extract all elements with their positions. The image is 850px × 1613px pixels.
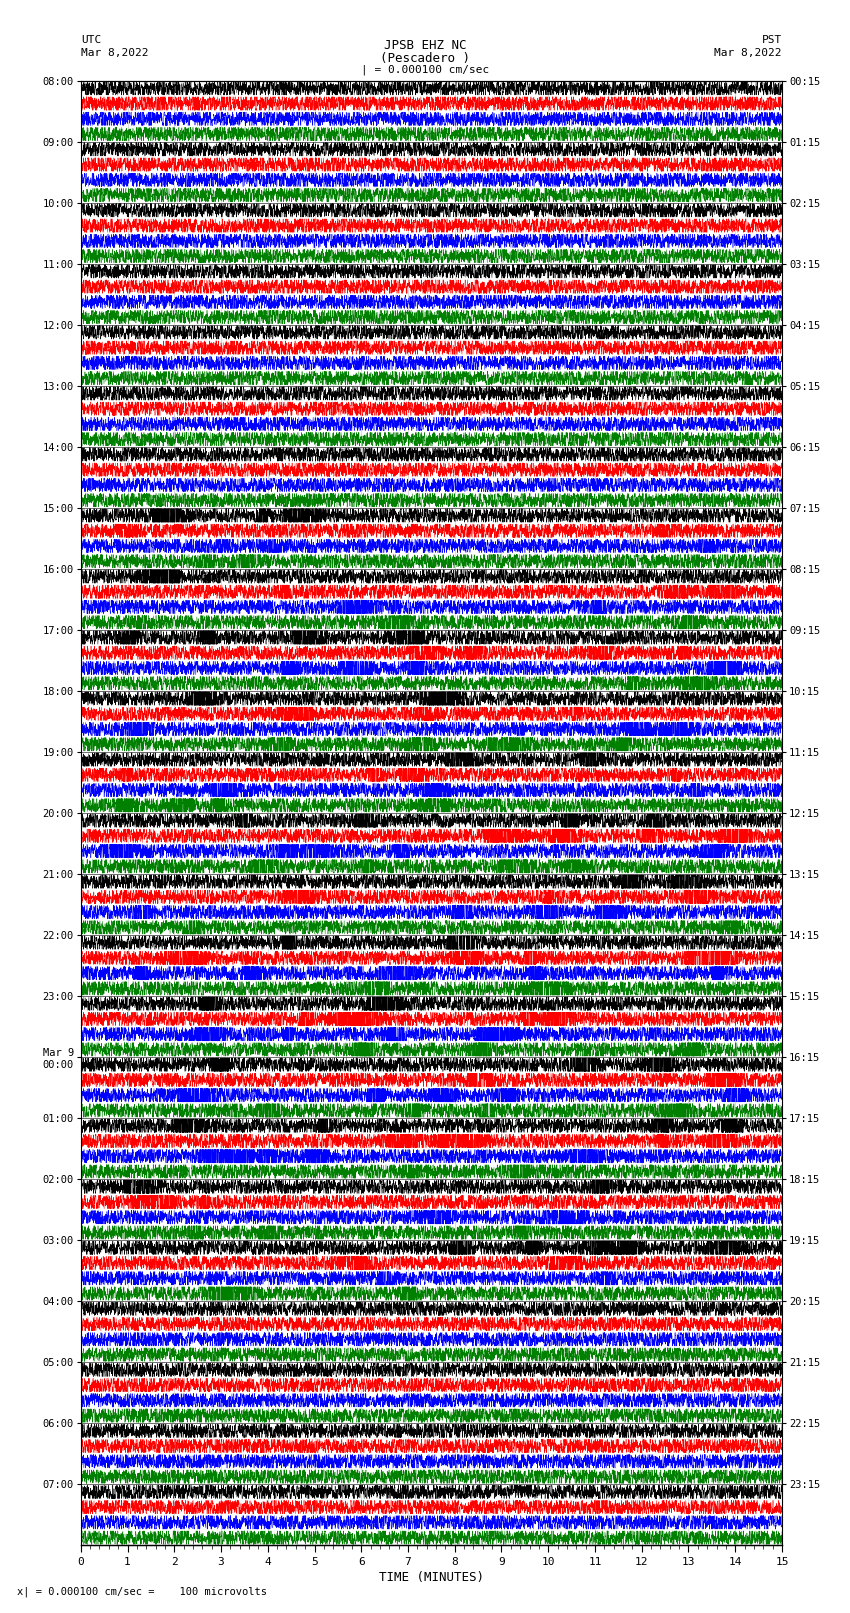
- Text: PST: PST: [762, 35, 782, 45]
- Text: Mar 8,2022: Mar 8,2022: [81, 48, 148, 58]
- Text: (Pescadero ): (Pescadero ): [380, 52, 470, 65]
- Text: JPSB EHZ NC: JPSB EHZ NC: [383, 39, 467, 52]
- X-axis label: TIME (MINUTES): TIME (MINUTES): [379, 1571, 484, 1584]
- Text: x| = 0.000100 cm/sec =    100 microvolts: x| = 0.000100 cm/sec = 100 microvolts: [17, 1586, 267, 1597]
- Text: UTC: UTC: [81, 35, 101, 45]
- Text: | = 0.000100 cm/sec: | = 0.000100 cm/sec: [361, 65, 489, 76]
- Text: Mar 8,2022: Mar 8,2022: [715, 48, 782, 58]
